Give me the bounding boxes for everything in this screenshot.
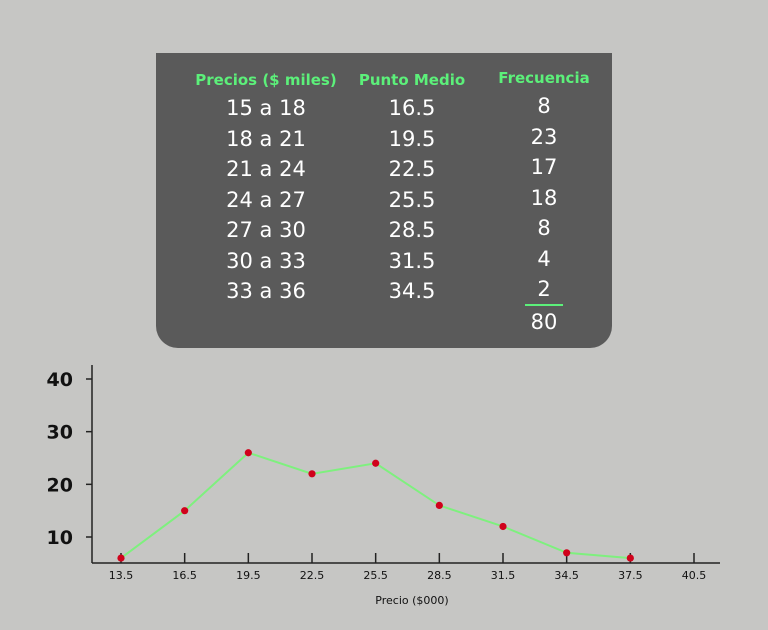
cell-freq: 2: [537, 277, 551, 301]
y-tick-label: 30: [47, 422, 73, 444]
column-punto-medio: Punto Medio 16.5 19.5 22.5 25.5 28.5 31.…: [351, 67, 473, 307]
total-frecuencia: 80: [530, 310, 558, 334]
cell-freq: 17: [530, 155, 558, 179]
header-precios: Precios ($ miles): [195, 71, 337, 89]
x-tick-label: 13.5: [109, 569, 134, 582]
cell-freq: 23: [530, 124, 558, 149]
x-tick-label: 28.5: [427, 569, 452, 582]
cell-freq: 4: [537, 246, 551, 271]
x-tick-label: 19.5: [236, 569, 261, 582]
series-line: [120, 451, 631, 560]
data-point: [435, 501, 443, 509]
cell-rango: 21 a 24: [226, 157, 306, 181]
data-point: [626, 554, 634, 562]
x-axis-label: Precio ($000): [375, 594, 448, 607]
data-point: [117, 554, 125, 562]
cell-freq: 8: [537, 216, 551, 240]
x-tick-label: 25.5: [363, 569, 388, 582]
cell-punto: 34.5: [388, 279, 436, 303]
frequency-table: Precios ($ miles) 15 a 18 18 a 21 21 a 2…: [156, 53, 612, 348]
column-precios: Precios ($ miles) 15 a 18 18 a 21 21 a 2…: [186, 67, 346, 307]
cell-rango: 24 a 27: [226, 187, 306, 212]
y-tick-label: 10: [47, 527, 73, 549]
data-point: [181, 507, 189, 515]
cell-rango: 27 a 30: [226, 218, 306, 242]
cell-rango: 15 a 18: [226, 96, 306, 120]
cell-punto: 19.5: [388, 126, 436, 151]
x-tick-label: 31.5: [491, 569, 516, 582]
header-punto-medio: Punto Medio: [358, 71, 466, 89]
total-divider: [525, 304, 563, 306]
frequency-polygon-chart: 10 20 30 40 13.5 16.5 19.5 22.5 25.5 28.5 31.5 34.5…: [47, 365, 720, 607]
column-frecuencia: Frecuencia 8 23 17 18 8 4 2: [489, 65, 599, 305]
header-frecuencia: Frecuencia: [498, 69, 590, 87]
cell-punto: 22.5: [388, 157, 436, 181]
x-tick-label: 40.5: [682, 569, 707, 582]
data-point: [563, 549, 571, 557]
data-point: [244, 449, 252, 457]
x-tick-label: 37.5: [618, 569, 643, 582]
data-point: [308, 470, 316, 478]
cell-punto: 31.5: [388, 248, 436, 273]
cell-rango: 18 a 21: [226, 126, 306, 151]
data-point: [372, 459, 380, 467]
cell-freq: 18: [530, 185, 558, 210]
cell-punto: 16.5: [388, 96, 436, 120]
x-tick-label: 22.5: [300, 569, 325, 582]
cell-rango: 33 a 36: [226, 279, 306, 303]
cell-rango: 30 a 33: [226, 248, 306, 273]
y-tick-label: 20: [47, 474, 73, 496]
x-tick-label: 34.5: [554, 569, 579, 582]
cell-punto: 28.5: [388, 218, 436, 242]
cell-freq: 8: [537, 94, 551, 118]
cell-punto: 25.5: [388, 187, 436, 212]
data-point: [499, 522, 507, 531]
x-tick-label: 16.5: [172, 569, 197, 582]
y-tick-label: 40: [47, 369, 73, 391]
